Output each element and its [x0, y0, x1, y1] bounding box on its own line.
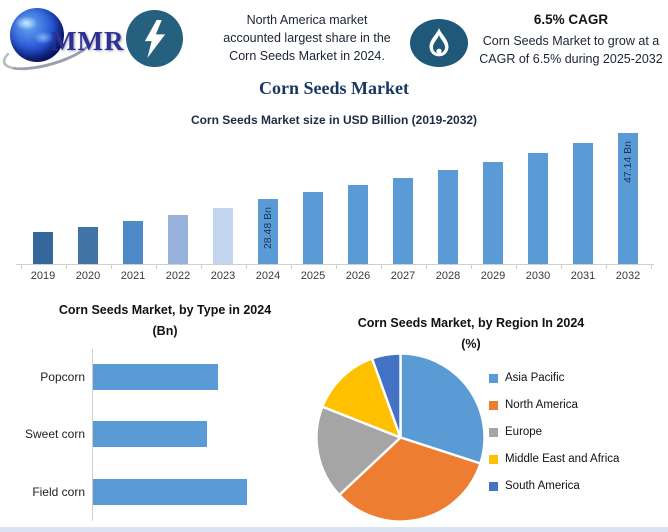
flame-icon: [410, 19, 468, 67]
pie-slice-europe: [315, 405, 402, 497]
year-label: 2031: [570, 270, 596, 282]
axis-tick: [155, 265, 157, 269]
year-label: 2020: [75, 270, 101, 282]
type-label-sweet-corn: Sweet corn: [24, 427, 85, 441]
legend-label: North America: [505, 399, 578, 411]
pie-slice-south-america: [370, 352, 402, 439]
bar-2025: [303, 192, 323, 264]
year-label: 2025: [300, 270, 326, 282]
bar-value-label: 28.48 Bn: [262, 207, 274, 250]
type-chart-axis: [92, 349, 93, 521]
bar-2024: 28.48 Bn: [258, 199, 278, 264]
legend-item-asia-pacific: Asia Pacific: [489, 372, 619, 387]
axis-tick: [335, 265, 337, 269]
pie-legend: Asia Pacific North America Europe Middle Ea…: [489, 372, 619, 507]
bar-2026: [348, 185, 368, 264]
bar-2023: [213, 208, 233, 264]
page-title: Corn Seeds Market: [259, 78, 409, 98]
pie-chart-title: Corn Seeds Market, by Region In 2024: [357, 316, 585, 330]
legend-swatch: [489, 455, 498, 464]
year-label: 2028: [435, 270, 461, 282]
globe-icon: [10, 8, 64, 62]
bar-2021: [123, 221, 143, 264]
year-label: 2030: [525, 270, 551, 282]
cagr-headline: 6.5% CAGR: [533, 12, 609, 27]
pie-chart-unit: (%): [461, 337, 481, 351]
logo-text: MMR: [51, 26, 125, 56]
year-label: 2024: [255, 270, 281, 282]
bottom-border-strip: [0, 527, 668, 532]
bar-2019: [33, 232, 53, 264]
legend-item-north-america: North America: [489, 399, 619, 414]
axis-tick: [200, 265, 202, 269]
year-label: 2032: [615, 270, 641, 282]
bar-2020: [78, 227, 98, 264]
legend-item-middle-east-and-africa: Middle East and Africa: [489, 453, 619, 468]
pie-slice-middle-east-and-africa: [321, 357, 402, 439]
axis-tick: [290, 265, 292, 269]
legend-label: Asia Pacific: [505, 372, 565, 384]
note-line: North America market: [246, 13, 368, 27]
pie-slice-asia-pacific: [399, 352, 486, 465]
year-label: 2027: [390, 270, 416, 282]
note-line: accounted largest share in the: [223, 31, 391, 45]
type-bar-sweet-corn: [93, 421, 207, 447]
header-note-left: North America market accounted largest s…: [203, 11, 411, 65]
legend-swatch: [489, 401, 498, 410]
bar-chart-title: Corn Seeds Market size in USD Billion (2…: [190, 113, 478, 127]
type-chart-title: Corn Seeds Market, by Type in 2024: [58, 303, 272, 317]
type-label-popcorn: Popcorn: [40, 370, 85, 384]
bar-2022: [168, 215, 188, 264]
legend-swatch: [489, 428, 498, 437]
legend-label: South America: [505, 480, 580, 492]
note-line: Corn Seeds Market to grow at a: [482, 34, 660, 48]
year-label: 2019: [30, 270, 56, 282]
axis-tick: [515, 265, 517, 269]
bar-2031: [573, 143, 593, 264]
year-label: 2021: [120, 270, 146, 282]
bar-2027: [393, 178, 413, 264]
legend-swatch: [489, 374, 498, 383]
lightning-bolt-glyph: [144, 19, 165, 58]
header-note-right: 6.5% CAGR Corn Seeds Market to grow at a…: [474, 11, 668, 68]
legend-label: Middle East and Africa: [505, 453, 620, 465]
bar-2032: 47.14 Bn: [618, 133, 638, 264]
note-line: CAGR of 6.5% during 2025-2032: [479, 52, 663, 66]
axis-tick: [65, 265, 67, 269]
year-label: 2026: [345, 270, 371, 282]
axis-tick: [110, 265, 112, 269]
axis-tick: [650, 265, 652, 269]
mmr-logo: MMR: [0, 4, 125, 79]
bar-value-label: 47.14 Bn: [622, 141, 634, 184]
axis-tick: [470, 265, 472, 269]
x-axis: [16, 264, 654, 265]
year-label: 2022: [165, 270, 191, 282]
year-label: 2023: [210, 270, 236, 282]
type-bar-field-corn: [93, 479, 247, 505]
legend-item-europe: Europe: [489, 426, 619, 441]
axis-tick: [560, 265, 562, 269]
type-bar-popcorn: [93, 364, 218, 390]
pie-chart: [315, 352, 486, 523]
axis-tick: [425, 265, 427, 269]
note-line: Corn Seeds Market in 2024.: [229, 49, 385, 63]
legend-item-south-america: South America: [489, 480, 619, 495]
axis-tick: [380, 265, 382, 269]
year-label: 2029: [480, 270, 506, 282]
axis-tick: [245, 265, 247, 269]
type-chart-unit: (Bn): [152, 324, 178, 338]
axis-tick: [605, 265, 607, 269]
lightning-icon: [126, 10, 183, 67]
bar-2030: [528, 153, 548, 264]
flame-glyph: [429, 27, 449, 57]
axis-tick: [20, 265, 22, 269]
bar-2029: [483, 162, 503, 264]
pie-slice-north-america: [338, 436, 482, 523]
legend-label: Europe: [505, 426, 543, 438]
legend-swatch: [489, 482, 498, 491]
type-label-field-corn: Field corn: [32, 485, 85, 499]
bar-2028: [438, 170, 458, 264]
